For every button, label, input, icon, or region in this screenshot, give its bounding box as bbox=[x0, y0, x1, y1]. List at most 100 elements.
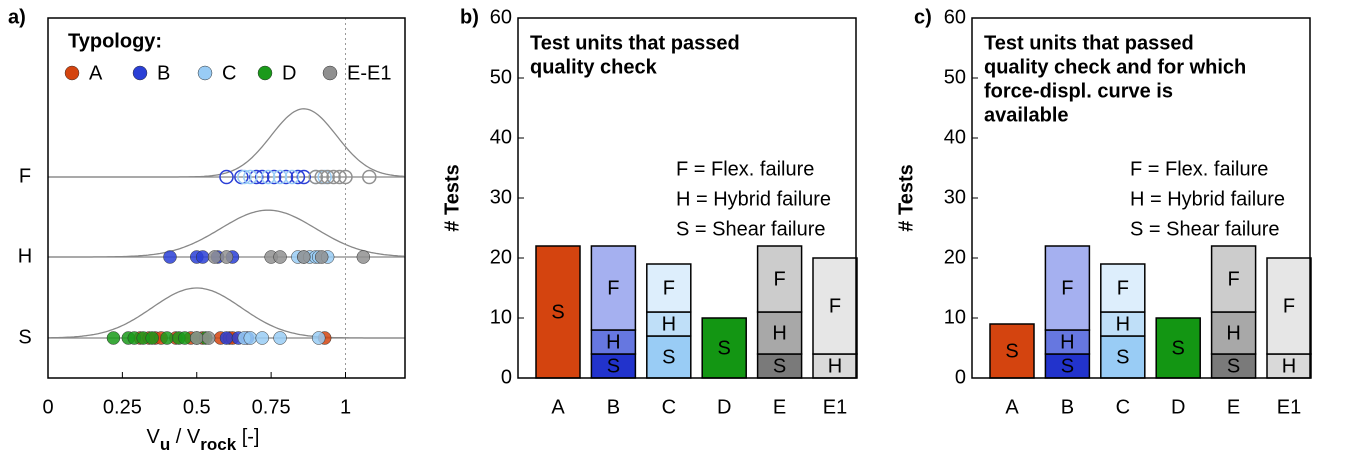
legend-marker bbox=[257, 65, 273, 81]
data-point bbox=[254, 169, 270, 185]
data-point bbox=[145, 331, 159, 345]
data-point bbox=[290, 169, 306, 185]
data-point bbox=[308, 169, 323, 185]
axis-box bbox=[971, 17, 1311, 379]
y-tick-label: 30 bbox=[490, 186, 512, 208]
chart-title: Test units that passed bbox=[984, 32, 1194, 54]
bar-segment bbox=[756, 245, 803, 313]
note: S = Shear failure bbox=[676, 218, 826, 240]
data-point bbox=[314, 169, 329, 185]
x-tick-label: 0.5 bbox=[183, 396, 211, 418]
data-point bbox=[249, 169, 264, 185]
x-label-part: V bbox=[146, 426, 160, 448]
data-point bbox=[314, 250, 329, 264]
chart-title: available bbox=[984, 104, 1069, 126]
data-point bbox=[219, 169, 234, 185]
panel-label: a) bbox=[8, 6, 26, 28]
data-point bbox=[311, 331, 326, 345]
x-tick-label: C bbox=[662, 396, 676, 418]
segment-label: F bbox=[829, 295, 841, 317]
segment-label: H bbox=[1226, 322, 1240, 344]
data-point bbox=[326, 169, 341, 185]
segment-label: F bbox=[1283, 295, 1295, 317]
legend-marker bbox=[64, 65, 80, 81]
y-tick-label: 20 bbox=[490, 246, 512, 268]
segment-label: F bbox=[607, 277, 619, 299]
fit-curve bbox=[48, 108, 405, 178]
segment-label: S bbox=[607, 355, 620, 377]
x-tick-label: C bbox=[1116, 396, 1130, 418]
segment-label: S bbox=[1227, 355, 1240, 377]
segment-label: S bbox=[718, 337, 731, 359]
x-tick-label: E bbox=[1227, 396, 1240, 418]
y-tick-label: 40 bbox=[490, 126, 512, 148]
x-tick-label: E1 bbox=[823, 396, 847, 418]
data-point bbox=[219, 250, 234, 264]
chart-title: force-displ. curve is bbox=[984, 80, 1173, 102]
legend-label: E-E1 bbox=[347, 62, 391, 84]
panel-label: b) bbox=[460, 6, 479, 28]
data-point bbox=[356, 250, 371, 264]
bar-segment bbox=[1210, 311, 1257, 355]
x-tick-label: A bbox=[1005, 396, 1019, 418]
data-point bbox=[201, 331, 216, 345]
axis-box bbox=[47, 17, 406, 379]
data-point bbox=[284, 169, 300, 185]
data-point bbox=[207, 250, 222, 264]
x-tick-label: A bbox=[551, 396, 565, 418]
x-tick-label: 0 bbox=[42, 396, 53, 418]
data-point bbox=[338, 169, 353, 185]
x-tick-label: B bbox=[1061, 396, 1074, 418]
data-point bbox=[273, 250, 287, 264]
segment-label: S bbox=[1172, 337, 1185, 359]
data-point bbox=[190, 331, 204, 345]
data-point bbox=[362, 169, 377, 185]
x-tick-label: D bbox=[1171, 396, 1185, 418]
data-point bbox=[237, 169, 252, 185]
x-tick-label: 0.25 bbox=[103, 396, 142, 418]
data-point bbox=[272, 169, 288, 185]
data-point bbox=[219, 331, 234, 345]
bar-segment bbox=[646, 263, 692, 313]
legend-marker bbox=[197, 65, 213, 81]
x-axis-label: Vu / Vrock [-] bbox=[146, 426, 259, 454]
bar-segment bbox=[1266, 257, 1312, 355]
chart-title: Test units that passed bbox=[530, 32, 740, 54]
data-point bbox=[255, 331, 269, 345]
segment-label: S bbox=[1116, 346, 1129, 368]
data-point bbox=[243, 169, 258, 185]
legend-label: D bbox=[282, 62, 296, 84]
data-point bbox=[278, 169, 294, 185]
axis-box bbox=[517, 17, 857, 379]
chart-title: quality check and for which bbox=[984, 56, 1246, 78]
segment-label: H bbox=[1116, 313, 1130, 335]
y-tick-label: 60 bbox=[944, 6, 966, 28]
segment-label: F bbox=[663, 277, 675, 299]
panel-label: c) bbox=[914, 6, 932, 28]
segment-label: F bbox=[1117, 277, 1129, 299]
data-point bbox=[163, 250, 177, 264]
data-point bbox=[266, 169, 282, 185]
y-axis-label: # Tests bbox=[895, 164, 917, 231]
legend-label: C bbox=[222, 62, 236, 84]
y-tick-label: 60 bbox=[490, 6, 512, 28]
segment-label: H bbox=[1060, 331, 1074, 353]
data-point bbox=[260, 169, 276, 185]
y-tick-label: 50 bbox=[490, 66, 512, 88]
row-label: F bbox=[19, 165, 31, 187]
bar-segment bbox=[1100, 263, 1146, 313]
bar-segment bbox=[1210, 245, 1257, 313]
bar-segment bbox=[1044, 245, 1091, 331]
bar-segment bbox=[989, 323, 1035, 379]
segment-label: S bbox=[662, 346, 675, 368]
bar-segment bbox=[812, 353, 858, 379]
x-tick-label: D bbox=[717, 396, 731, 418]
legend-label: B bbox=[157, 62, 170, 84]
legend-marker bbox=[132, 65, 148, 81]
data-point bbox=[273, 331, 287, 345]
row-label: S bbox=[18, 326, 31, 348]
y-tick-label: 40 bbox=[944, 126, 966, 148]
segment-label: S bbox=[1005, 340, 1018, 362]
bar-segment bbox=[812, 257, 858, 355]
